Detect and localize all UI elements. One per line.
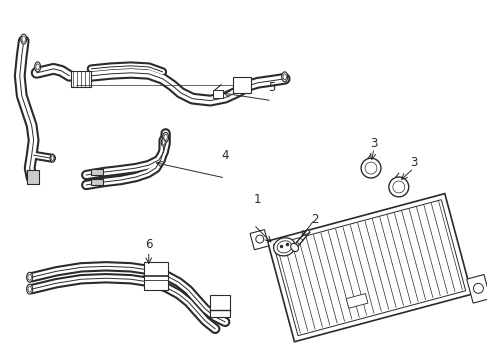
Text: 1: 1: [254, 193, 261, 206]
Circle shape: [388, 177, 408, 197]
Text: 6: 6: [145, 238, 152, 251]
Bar: [213, 90, 223, 98]
Bar: [91, 179, 103, 185]
Bar: [27, 170, 39, 184]
Ellipse shape: [36, 64, 39, 70]
Ellipse shape: [35, 62, 41, 72]
Text: 4: 4: [221, 149, 228, 162]
Bar: [71, 71, 91, 87]
Text: 3: 3: [369, 137, 377, 150]
Ellipse shape: [281, 72, 287, 82]
Circle shape: [365, 162, 376, 174]
Bar: [210, 295, 230, 317]
Text: 2: 2: [310, 213, 318, 226]
Bar: [346, 293, 367, 308]
Ellipse shape: [22, 36, 25, 42]
Circle shape: [255, 235, 263, 243]
Ellipse shape: [27, 284, 33, 294]
Bar: [233, 77, 250, 93]
Ellipse shape: [50, 154, 55, 162]
Ellipse shape: [51, 156, 54, 161]
Bar: [91, 169, 103, 175]
Ellipse shape: [20, 34, 27, 44]
Circle shape: [472, 283, 483, 293]
Circle shape: [360, 158, 380, 178]
Ellipse shape: [277, 241, 291, 253]
Ellipse shape: [163, 134, 167, 140]
Polygon shape: [466, 275, 488, 303]
Circle shape: [392, 181, 404, 193]
Ellipse shape: [162, 140, 164, 145]
Text: 3: 3: [409, 156, 417, 168]
Ellipse shape: [283, 74, 286, 80]
Ellipse shape: [273, 238, 295, 256]
Ellipse shape: [28, 274, 31, 280]
Ellipse shape: [290, 243, 298, 252]
Ellipse shape: [161, 138, 165, 146]
Text: 5: 5: [267, 81, 275, 94]
Bar: [267, 194, 471, 342]
Ellipse shape: [163, 132, 168, 142]
Polygon shape: [249, 230, 268, 250]
Polygon shape: [143, 262, 167, 290]
Bar: [273, 200, 465, 336]
Ellipse shape: [28, 286, 31, 292]
Ellipse shape: [27, 272, 33, 282]
